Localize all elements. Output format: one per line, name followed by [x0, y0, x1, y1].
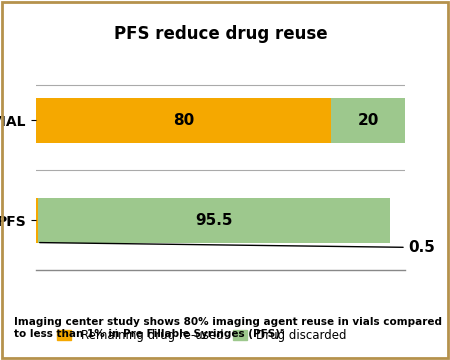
Text: 95.5: 95.5	[195, 213, 233, 228]
Bar	[38, 198, 390, 243]
Title: PFS reduce drug reuse: PFS reduce drug reuse	[114, 25, 327, 43]
Bar	[331, 98, 405, 143]
Text: Imaging center study shows 80% imaging agent reuse in vials compared
to less tha: Imaging center study shows 80% imaging a…	[14, 317, 441, 339]
Text: 20: 20	[357, 113, 379, 128]
Text: 0.5: 0.5	[40, 240, 436, 255]
Text: F I G U R E   1: F I G U R E 1	[162, 9, 288, 27]
Bar	[36, 198, 38, 243]
Bar	[36, 98, 331, 143]
Text: 80: 80	[173, 113, 194, 128]
Legend: Remaining drug re-used, Drug discarded: Remaining drug re-used, Drug discarded	[53, 324, 351, 347]
